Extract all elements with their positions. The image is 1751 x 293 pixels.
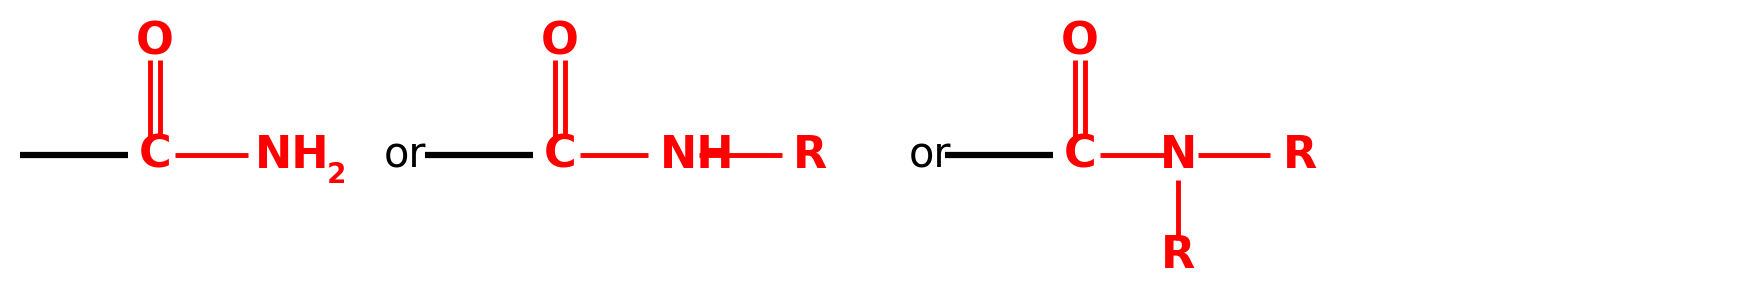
- Text: C: C: [138, 134, 172, 176]
- Text: O: O: [137, 21, 173, 64]
- Text: or: or: [383, 134, 425, 176]
- Text: C: C: [543, 134, 576, 176]
- Text: 2: 2: [327, 161, 347, 189]
- Text: R: R: [1161, 234, 1196, 277]
- Text: NH: NH: [660, 134, 735, 176]
- Text: N: N: [1159, 134, 1196, 176]
- Text: or: or: [909, 134, 951, 176]
- Text: R: R: [1283, 134, 1317, 176]
- Text: O: O: [1061, 21, 1100, 64]
- Text: NH: NH: [256, 134, 329, 176]
- Text: C: C: [1063, 134, 1096, 176]
- Text: R: R: [793, 134, 826, 176]
- Text: O: O: [541, 21, 580, 64]
